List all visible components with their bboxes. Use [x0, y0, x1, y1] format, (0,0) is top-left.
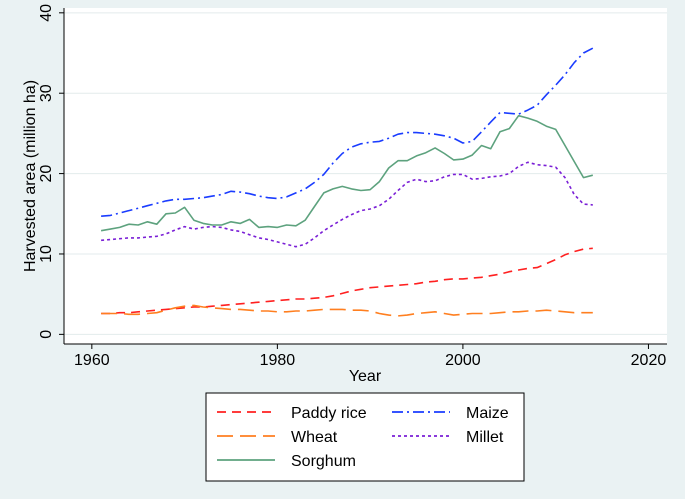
legend-label-sorghum: Sorghum	[291, 453, 356, 470]
x-tick-label: 2000	[445, 352, 481, 369]
y-tick-label: 40	[38, 4, 55, 22]
plot-area	[64, 8, 667, 344]
series-line-sorghum	[100, 114, 593, 232]
series-line-millet	[101, 161, 593, 248]
axes	[63, 8, 667, 345]
x-tick-label: 1980	[260, 352, 296, 369]
series-line-paddy-rice	[101, 247, 593, 315]
y-axis-title: Harvested area (million ha)	[22, 80, 39, 272]
series-line-maize	[101, 47, 594, 217]
legend: Paddy rice Maize Wheat Millet Sorghum	[205, 392, 525, 482]
y-tick-label: 0	[38, 330, 55, 339]
y-ticks: 0 10 20 30 40	[38, 4, 64, 339]
series-line-wheat	[101, 304, 593, 317]
y-tick-label: 30	[38, 84, 55, 102]
legend-label-wheat: Wheat	[291, 429, 338, 446]
y-tick-label: 10	[38, 245, 55, 263]
x-tick-label: 1960	[74, 352, 110, 369]
x-axis-title: Year	[349, 368, 382, 385]
series-layer	[100, 47, 594, 317]
legend-label-maize: Maize	[466, 405, 509, 422]
legend-box	[205, 392, 525, 482]
x-tick-label: 2020	[631, 352, 667, 369]
legend-label-paddy-rice: Paddy rice	[291, 405, 367, 422]
legend-label-millet: Millet	[466, 429, 504, 446]
x-ticks: 1960 1980 2000 2020	[74, 344, 666, 369]
y-tick-label: 20	[38, 165, 55, 183]
